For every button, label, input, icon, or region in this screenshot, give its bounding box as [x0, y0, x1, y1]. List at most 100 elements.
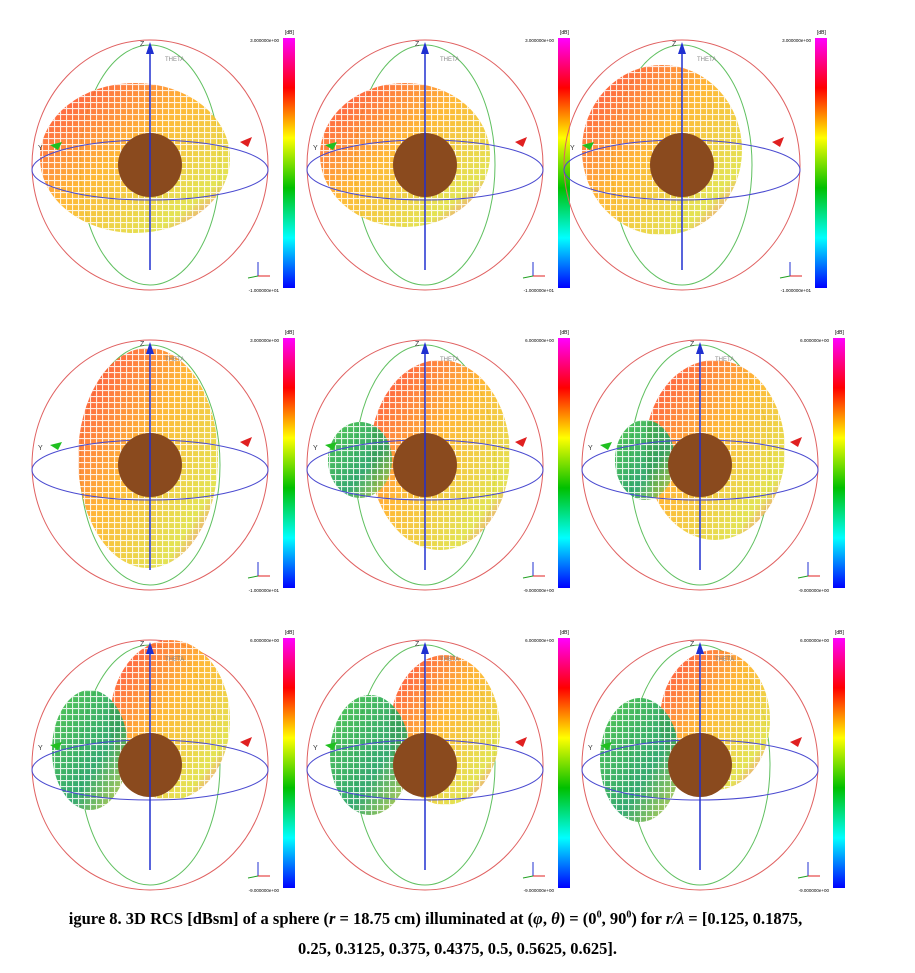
rcs-panel-5: Z THETA Y [dB] 6.000000e+00 -9.000000e+00	[275, 300, 580, 600]
theta-label: THETA	[440, 57, 459, 63]
y-axis-arrow	[50, 442, 62, 450]
colorbar	[558, 338, 570, 588]
triad-y	[779, 275, 791, 279]
z-axis-arrow	[146, 342, 154, 354]
theta-ring	[306, 639, 544, 891]
colorbar-min-label: -9.000000e+00	[799, 888, 830, 893]
colorbar-max-label: 6.000000e+00	[800, 638, 829, 643]
y-axis-label: Y	[313, 145, 318, 152]
z-axis-label: Z	[415, 641, 420, 648]
caption-comma: ,	[542, 909, 552, 928]
z-axis-arrow	[421, 642, 429, 654]
x-axis-arrow	[772, 137, 784, 147]
colorbar-max-label: 6.000000e+00	[525, 338, 554, 343]
triad-y	[522, 875, 534, 879]
rcs-panel-7: Z THETA Y [dB] 6.000000e+00 -9.000000e+00	[0, 600, 305, 900]
y-axis-arrow	[50, 742, 62, 750]
rcs-plot-2: Z THETA Y [dB] 3.000000e+00 -1.000000e+01	[306, 30, 570, 293]
theta-label: THETA	[165, 57, 184, 63]
rcs-mesh	[330, 695, 410, 815]
theta-ring	[581, 639, 819, 891]
z-axis-label: Z	[140, 641, 145, 648]
y-axis-label: Y	[588, 745, 593, 752]
z-axis-label: Z	[140, 41, 145, 48]
theta-label: THETA	[715, 657, 734, 663]
x-axis-arrow	[515, 437, 527, 447]
caption-r-symbol: r	[328, 909, 336, 928]
colorbar-max-label: 3.000000e+00	[250, 38, 279, 43]
z-axis-label: Z	[672, 41, 677, 48]
z-axis-arrow	[421, 42, 429, 54]
x-axis-arrow	[240, 737, 252, 747]
z-axis-arrow	[146, 42, 154, 54]
y-axis-label: Y	[38, 745, 43, 752]
rcs-plot-6: Z THETA Y [dB] 6.000000e+00 -9.000000e+00	[581, 330, 845, 593]
colorbar-unit: [dB]	[560, 630, 570, 636]
theta-ring	[306, 339, 544, 591]
triad-y	[797, 875, 809, 879]
figure-grid: Z THETA Y [dB] 3.000000e+00 -1.000000e+01 Z TH…	[0, 0, 855, 900]
x-axis-arrow	[240, 137, 252, 147]
colorbar-unit: [dB]	[817, 30, 827, 36]
colorbar-min-label: -1.000000e+01	[781, 288, 812, 293]
colorbar	[833, 338, 845, 588]
y-axis-label: Y	[38, 445, 43, 452]
theta-label: THETA	[165, 357, 184, 363]
colorbar	[283, 38, 295, 288]
rcs-panel-1: Z THETA Y [dB] 3.000000e+00 -1.000000e+01	[0, 0, 305, 300]
colorbar-max-label: 6.000000e+00	[800, 338, 829, 343]
colorbar	[833, 638, 845, 888]
z-axis-arrow	[421, 342, 429, 354]
z-axis-label: Z	[140, 341, 145, 348]
caption-angles-mid: , 90	[601, 909, 627, 928]
z-axis-arrow	[696, 642, 704, 654]
triad-y	[247, 575, 259, 579]
rcs-panel-9: Z THETA Y [dB] 6.000000e+00 -9.000000e+00	[550, 600, 855, 900]
colorbar-unit: [dB]	[285, 630, 295, 636]
rcs-plot-1: Z THETA Y [dB] 3.000000e+00 -1.000000e+01	[31, 30, 295, 293]
colorbar	[558, 638, 570, 888]
triad-y	[247, 875, 259, 879]
colorbar-min-label: -1.000000e+01	[524, 288, 555, 293]
triad-y	[522, 575, 534, 579]
caption-line-2: 0.25, 0.3125, 0.375, 0.4375, 0.5, 0.5625…	[298, 939, 617, 958]
colorbar-unit: [dB]	[560, 30, 570, 36]
colorbar-min-label: -9.000000e+00	[524, 588, 555, 593]
y-axis-arrow	[325, 142, 337, 150]
colorbar-max-label: 6.000000e+00	[250, 638, 279, 643]
rcs-panel-8: Z THETA Y [dB] 6.000000e+00 -9.000000e+00	[275, 600, 580, 900]
colorbar-min-label: -9.000000e+00	[249, 888, 280, 893]
caption-phi-symbol: φ	[533, 909, 543, 928]
triad-y	[522, 275, 534, 279]
theta-ring	[31, 339, 269, 591]
rcs-panel-6: Z THETA Y [dB] 6.000000e+00 -9.000000e+00	[550, 300, 855, 600]
caption-ratio-symbol: r/λ	[665, 909, 685, 928]
x-axis-arrow	[240, 437, 252, 447]
colorbar-max-label: 3.000000e+00	[525, 38, 554, 43]
colorbar	[283, 338, 295, 588]
caption-sup-1: 0	[626, 909, 632, 921]
caption-angles-open: ) = (0	[559, 909, 597, 928]
theta-ring	[306, 39, 544, 291]
rcs-plot-3: Z THETA Y [dB] 3.000000e+00 -1.000000e+01	[563, 30, 827, 293]
y-axis-label: Y	[38, 145, 43, 152]
caption-angles-close: ) for	[631, 909, 666, 928]
rcs-plot-7: Z THETA Y [dB] 6.000000e+00 -9.000000e+00	[31, 630, 295, 893]
rcs-panel-3: Z THETA Y [dB] 3.000000e+00 -1.000000e+01	[532, 0, 837, 300]
colorbar-max-label: 6.000000e+00	[525, 638, 554, 643]
colorbar-min-label: -1.000000e+01	[249, 288, 280, 293]
rcs-plot-8: Z THETA Y [dB] 6.000000e+00 -9.000000e+00	[306, 630, 570, 893]
triad-y	[247, 275, 259, 279]
colorbar-unit: [dB]	[285, 330, 295, 336]
caption-r-value: = 18.75 cm) illuminated at (	[335, 909, 534, 928]
colorbar-unit: [dB]	[285, 30, 295, 36]
theta-label: THETA	[440, 357, 459, 363]
y-axis-arrow	[325, 442, 337, 450]
colorbar-unit: [dB]	[560, 330, 570, 336]
z-axis-label: Z	[415, 41, 420, 48]
theta-ring	[31, 639, 269, 891]
caption-line-1: igure 8. 3D RCS [dBsm] of a sphere (r = …	[0, 904, 893, 934]
caption-list-line-1: = [0.125, 0.1875,	[684, 909, 803, 928]
rcs-panel-2: Z THETA Y [dB] 3.000000e+00 -1.000000e+01	[275, 0, 580, 300]
z-axis-arrow	[678, 42, 686, 54]
